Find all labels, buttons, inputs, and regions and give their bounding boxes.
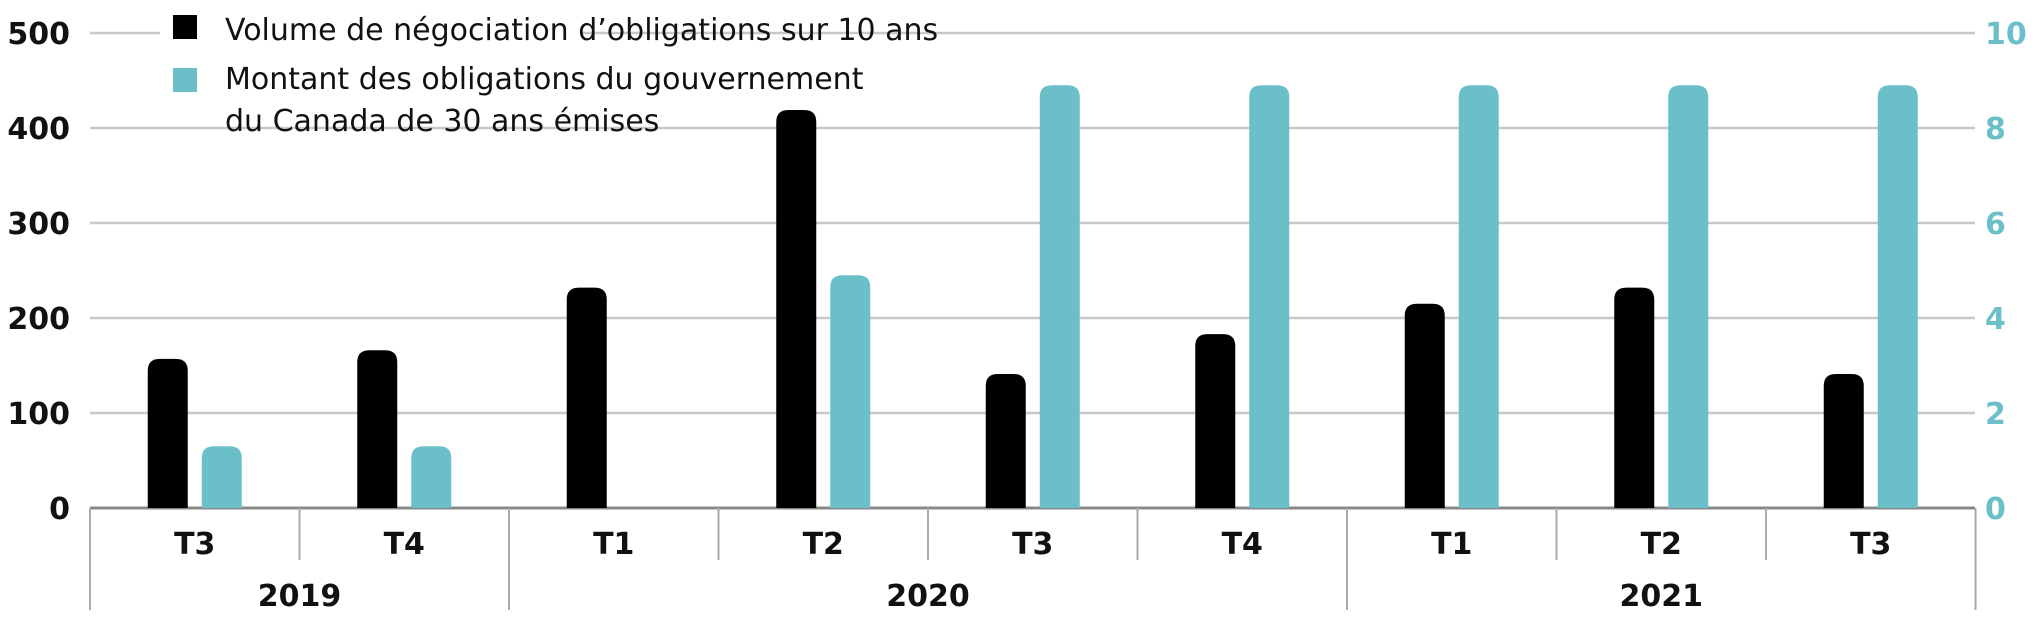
y-right-tick-label: 0 (1985, 492, 2006, 527)
bar-montant (830, 275, 871, 508)
y-left-tick-label: 100 (7, 397, 70, 432)
bar-volume (1404, 303, 1445, 508)
legend-swatch-montant (173, 68, 197, 92)
x-tick-label: T2 (803, 527, 844, 562)
x-tick-label: T4 (384, 527, 425, 562)
legend-swatch-volume (173, 15, 197, 39)
y-left-tick-label: 200 (7, 302, 70, 337)
bar-montant (201, 446, 242, 508)
bar-montant (1458, 85, 1499, 508)
x-tick-label: T3 (1850, 527, 1891, 562)
bar-volume (1614, 287, 1655, 508)
x-tick-label: T1 (1431, 527, 1472, 562)
y-right-tick-label: 6 (1985, 207, 2006, 242)
y-left-tick-label: 0 (49, 492, 70, 527)
year-label: 2020 (886, 579, 970, 614)
bar-montant (1039, 85, 1080, 508)
legend-label-volume: Volume de négociation d’obligations sur … (225, 13, 938, 48)
x-tick-label: T3 (174, 527, 215, 562)
bar-volume (776, 109, 817, 508)
x-tick-label: T3 (1012, 527, 1053, 562)
legend-label-montant-line2: du Canada de 30 ans émises (225, 104, 659, 139)
legend-background (160, 10, 582, 126)
year-label: 2019 (258, 579, 342, 614)
bar-volume (357, 350, 398, 508)
bars (147, 85, 1918, 508)
bar-montant (1668, 85, 1709, 508)
x-tick-label: T1 (593, 527, 634, 562)
x-tick-label: T2 (1641, 527, 1682, 562)
bar-montant (1249, 85, 1290, 508)
axes (89, 506, 1977, 610)
year-label: 2021 (1620, 579, 1704, 614)
legend-label-montant-line1: Montant des obligations du gouvernement (225, 62, 864, 97)
y-right-tick-label: 10 (1985, 17, 2027, 52)
y-right-tick-label: 8 (1985, 112, 2006, 147)
bar-volume (147, 358, 188, 508)
y-left-tick-label: 400 (7, 112, 70, 147)
bar-volume (985, 374, 1026, 508)
tick-labels: 0 100 200 300 400 500 0 2 4 6 8 10 T3 T4 T1 T2 T3 T4 T1 T2 T… (7, 17, 2026, 614)
y-right-tick-label: 2 (1985, 397, 2006, 432)
bar-volume (566, 287, 607, 508)
y-left-tick-label: 300 (7, 207, 70, 242)
legend: Volume de négociation d’obligations sur … (160, 10, 938, 139)
y-left-tick-label: 500 (7, 17, 70, 52)
bar-montant (1877, 85, 1918, 508)
bar-montant (411, 446, 452, 508)
bar-volume (1195, 334, 1236, 508)
x-tick-label: T4 (1222, 527, 1263, 562)
y-right-tick-label: 4 (1985, 302, 2006, 337)
bar-volume (1823, 374, 1864, 508)
